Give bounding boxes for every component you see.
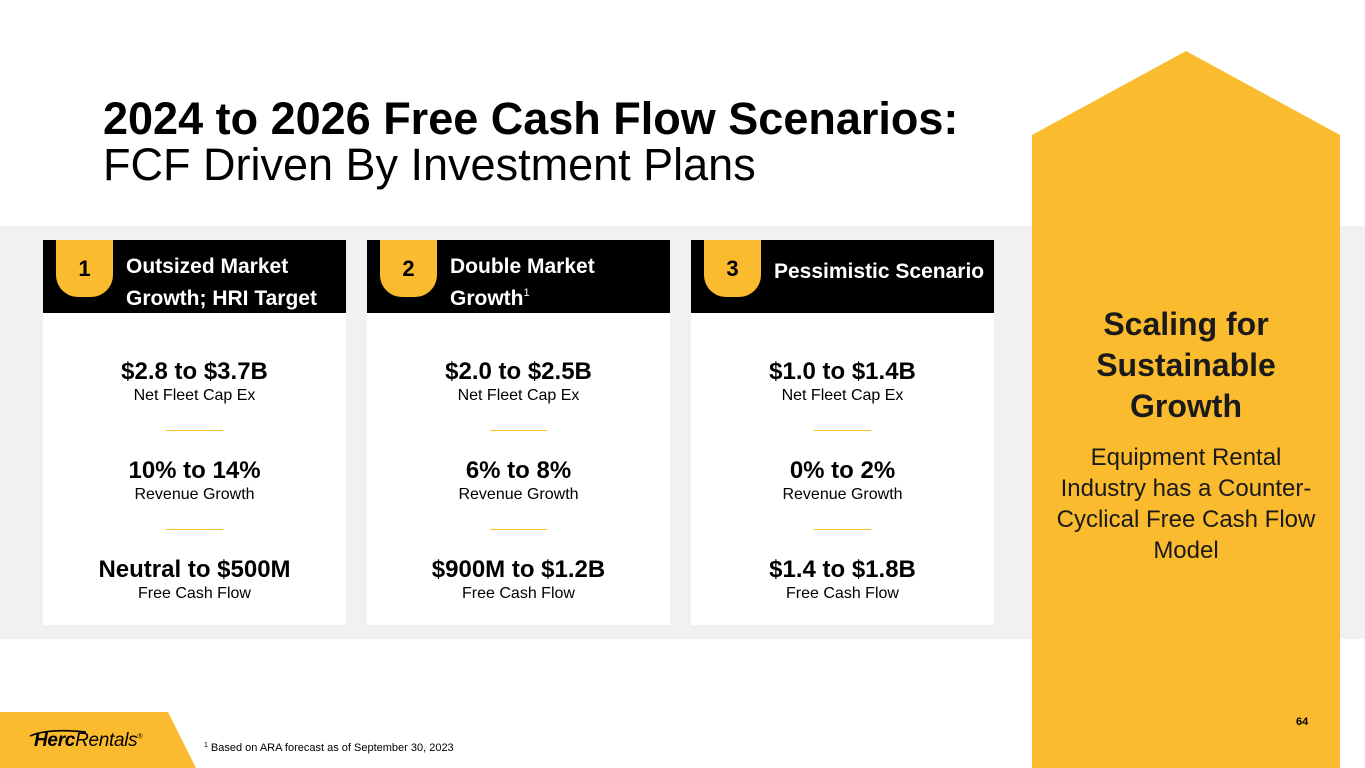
- metric-free-cash-flow: $1.4 to $1.8B Free Cash Flow: [691, 556, 994, 604]
- metric-label: Revenue Growth: [458, 486, 579, 503]
- scenario-card-3: 3 Pessimistic Scenario $1.0 to $1.4B Net…: [691, 240, 994, 625]
- scenario-title: Outsized Market Growth; HRI Target: [126, 253, 341, 312]
- metric-label: Free Cash Flow: [462, 585, 575, 602]
- metric-value: $900M to $1.2B: [431, 556, 606, 583]
- scenario-header: 1 Outsized Market Growth; HRI Target: [43, 240, 346, 313]
- scenario-title-text: Pessimistic Scenario: [774, 260, 985, 283]
- metric-value: 6% to 8%: [465, 457, 572, 484]
- metric-divider: [490, 430, 547, 431]
- metric-divider: [814, 529, 871, 530]
- footnote-marker: 1: [523, 287, 530, 299]
- metric-revenue-growth: 10% to 14% Revenue Growth: [43, 457, 346, 505]
- metric-label: Free Cash Flow: [786, 585, 899, 602]
- metric-free-cash-flow: Neutral to $500M Free Cash Flow: [43, 556, 346, 604]
- scenario-number-badge: 1: [56, 240, 113, 297]
- metric-value: $2.0 to $2.5B: [445, 358, 592, 385]
- metric-divider: [814, 430, 871, 431]
- metric-label: Net Fleet Cap Ex: [781, 387, 904, 404]
- scenario-title: Double Market Growth1: [450, 253, 665, 312]
- scenario-number-badge: 3: [704, 240, 761, 297]
- logo-swoosh-icon: [29, 729, 87, 737]
- footer-logo-bar: [0, 712, 196, 768]
- footnote-text: Based on ARA forecast as of September 30…: [210, 742, 454, 754]
- sidebar-body: Equipment Rental Industry has a Counter-…: [1056, 444, 1316, 564]
- metric-value: $2.8 to $3.7B: [121, 358, 268, 385]
- scenario-number-badge: 2: [380, 240, 437, 297]
- metric-label: Free Cash Flow: [138, 585, 251, 602]
- metric-divider: [166, 430, 223, 431]
- metric-divider: [490, 529, 547, 530]
- metric-value: $1.0 to $1.4B: [769, 358, 916, 385]
- title-line-2: FCF Driven By Investment Plans: [103, 139, 756, 190]
- metric-revenue-growth: 6% to 8% Revenue Growth: [367, 457, 670, 505]
- metric-value: Neutral to $500M: [98, 556, 291, 583]
- scenario-header: 2 Double Market Growth1: [367, 240, 670, 313]
- footnote: 1 Based on ARA forecast as of September 3…: [204, 742, 454, 754]
- title-line-1: 2024 to 2026 Free Cash Flow Scenarios:: [103, 93, 959, 144]
- sidebar-heading: Scaling for Sustainable Growth: [1096, 306, 1276, 424]
- scenario-card-1: 1 Outsized Market Growth; HRI Target $2.…: [43, 240, 346, 625]
- scenario-title: Pessimistic Scenario: [774, 253, 989, 285]
- scenario-header: 3 Pessimistic Scenario: [691, 240, 994, 313]
- footnote-marker: 1: [204, 742, 208, 749]
- scaling-arrow-shape: [1032, 51, 1340, 768]
- scenario-card-2: 2 Double Market Growth1 $2.0 to $2.5B Ne…: [367, 240, 670, 625]
- logo-bold-text: Herc: [34, 730, 76, 751]
- metric-label: Net Fleet Cap Ex: [133, 387, 256, 404]
- metric-label: Revenue Growth: [134, 486, 255, 503]
- metric-label: Revenue Growth: [782, 486, 903, 503]
- metric-value: 10% to 14%: [128, 457, 261, 484]
- metric-revenue-growth: 0% to 2% Revenue Growth: [691, 457, 994, 505]
- metric-cap-ex: $1.0 to $1.4B Net Fleet Cap Ex: [691, 358, 994, 406]
- metric-free-cash-flow: $900M to $1.2B Free Cash Flow: [367, 556, 670, 604]
- metric-label: Net Fleet Cap Ex: [457, 387, 580, 404]
- page-number: 64: [1296, 716, 1309, 728]
- metric-cap-ex: $2.0 to $2.5B Net Fleet Cap Ex: [367, 358, 670, 406]
- page-title: 2024 to 2026 Free Cash Flow Scenarios: F…: [103, 96, 958, 188]
- scenario-title-text: Outsized Market Growth; HRI Target: [126, 255, 317, 310]
- metric-value: $1.4 to $1.8B: [769, 556, 916, 583]
- logo-text: Rentals: [75, 730, 138, 751]
- metric-cap-ex: $2.8 to $3.7B Net Fleet Cap Ex: [43, 358, 346, 406]
- scenario-title-text: Double Market Growth: [450, 255, 595, 310]
- metric-divider: [166, 529, 223, 530]
- herc-rentals-logo: HercRentals®: [34, 730, 143, 752]
- registered-mark: ®: [137, 733, 143, 741]
- metric-value: 0% to 2%: [789, 457, 896, 484]
